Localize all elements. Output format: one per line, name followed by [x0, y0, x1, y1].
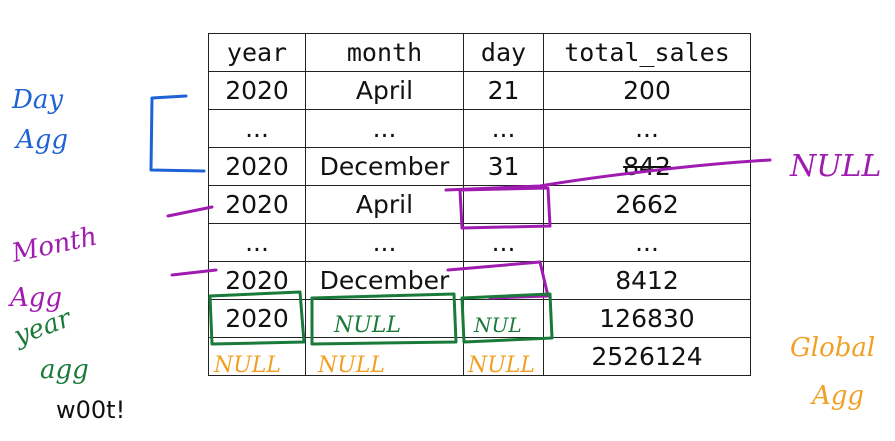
footer-note: w00t!: [56, 396, 126, 424]
header-month: month: [305, 33, 464, 72]
month-agg-label-1: Month: [8, 222, 100, 269]
cell-year: 2020: [208, 261, 306, 300]
cell-year: 2020: [208, 147, 306, 186]
cell-month: December: [305, 147, 464, 186]
cell-year: ...: [208, 223, 306, 262]
table-row: 2020 126830: [208, 299, 751, 338]
cell-year: 2020: [208, 299, 306, 338]
cell-total: 842: [543, 147, 751, 186]
cell-total: 200: [543, 71, 751, 110]
cell-year: ...: [208, 109, 306, 148]
cell-day: [463, 185, 544, 224]
cell-day: [463, 299, 544, 338]
cell-month: April: [305, 71, 464, 110]
year-agg-label-1: year: [9, 303, 76, 352]
day-agg-bracket: [149, 94, 206, 173]
year-agg-label-2: agg: [40, 355, 89, 385]
cell-month: ...: [305, 223, 464, 262]
global-agg-label-1: Global: [790, 333, 875, 363]
null-label: NULL: [789, 149, 881, 184]
cell-month: [305, 299, 464, 338]
month-agg-tick-top: [166, 205, 214, 218]
header-year: year: [208, 33, 306, 72]
cell-total: 2662: [543, 185, 751, 224]
cell-day: [463, 261, 544, 300]
table-row: 2020 April 2662: [208, 185, 751, 224]
cell-total: 2526124: [543, 337, 751, 376]
table-row: ... ... ... ...: [208, 223, 751, 262]
cell-year: 2020: [208, 71, 306, 110]
cell-day: 31: [463, 147, 544, 186]
table-row: 2526124: [208, 337, 751, 376]
table-row: 2020 April 21 200: [208, 71, 751, 110]
cell-total: 8412: [543, 261, 751, 300]
cell-month: December: [305, 261, 464, 300]
table-row: 2020 December 8412: [208, 261, 751, 300]
cell-year: 2020: [208, 185, 306, 224]
cell-day: ...: [463, 109, 544, 148]
cell-total: 126830: [543, 299, 751, 338]
cell-total: ...: [543, 109, 751, 148]
cell-day: ...: [463, 223, 544, 262]
cell-year: [208, 337, 306, 376]
header-total-sales: total_sales: [543, 33, 751, 72]
cell-day: [463, 337, 544, 376]
cell-total: ...: [543, 223, 751, 262]
month-agg-label-2: Agg: [8, 283, 62, 313]
cell-month: [305, 337, 464, 376]
header-day: day: [463, 33, 544, 72]
table-row: ... ... ... ...: [208, 109, 751, 148]
day-agg-label-1: Day: [11, 85, 63, 115]
global-agg-label-2: Agg: [810, 381, 864, 411]
day-agg-label-2: Agg: [14, 125, 68, 155]
table-row: 2020 December 31 842: [208, 147, 751, 186]
sales-table: year month day total_sales 2020 April 21…: [208, 33, 751, 376]
cell-day: 21: [463, 71, 544, 110]
cell-month: April: [305, 185, 464, 224]
cell-month: ...: [305, 109, 464, 148]
header-row: year month day total_sales: [208, 33, 751, 72]
